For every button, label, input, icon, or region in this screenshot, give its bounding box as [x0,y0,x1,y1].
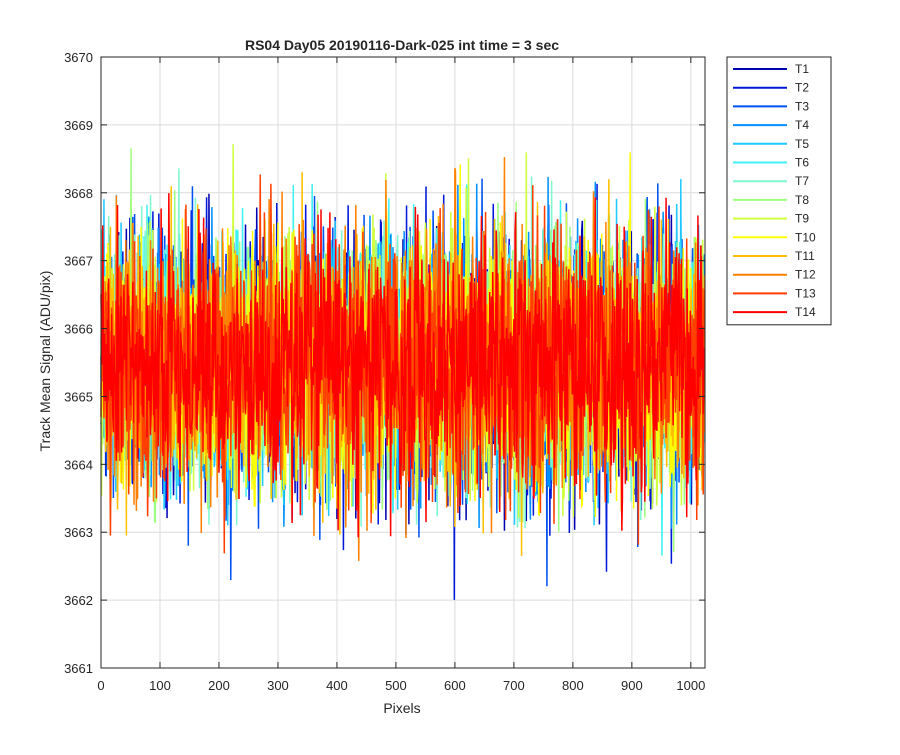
x-tick-label: 100 [149,678,171,693]
x-tick-label: 1000 [676,678,705,693]
axis-ticks: 0 100 200 300 400 500 600 700 800 900 1000 3661 3662… [64,50,705,693]
x-tick-label: 600 [444,678,466,693]
legend-label-t4: T4 [795,118,809,132]
legend-label-t6: T6 [795,156,809,170]
legend: T1 T2 T3 T4 T5 T6 T7 T8 T9 T10 T11 T12 T13 T14 [726,56,832,326]
axes-box [100,56,706,669]
legend-label-t3: T3 [795,99,809,113]
y-tick-label: 3666 [64,322,93,337]
y-tick-label: 3667 [64,254,93,269]
y-tick-label: 3668 [64,186,93,201]
legend-label-t1: T1 [795,62,809,76]
legend-label-t2: T2 [795,81,809,95]
y-tick-label: 3669 [64,118,93,133]
x-axis-label: Pixels [383,700,420,716]
legend-label-t13: T13 [795,286,816,300]
x-tick-label: 700 [503,678,525,693]
x-tick-label: 900 [621,678,643,693]
series-line-t14 [100,193,706,538]
x-tick-label: 500 [385,678,407,693]
x-tick-label: 200 [208,678,230,693]
x-tick-label: 800 [562,678,584,693]
x-tick-label: 300 [267,678,289,693]
legend-label-t11: T11 [795,249,815,263]
legend-box [726,56,832,326]
y-axis-label: Track Mean Signal (ADU/pix) [37,271,53,452]
x-tick-label: 400 [326,678,348,693]
legend-label-t10: T10 [795,230,816,244]
y-tick-label: 3662 [64,593,93,608]
chart-title: RS04 Day05 20190116-Dark-025 int time = … [245,37,559,53]
plot-area [100,144,706,600]
y-tick-label: 3670 [64,50,93,65]
y-tick-label: 3665 [64,389,93,404]
legend-label-t8: T8 [795,193,809,207]
legend-label-t14: T14 [795,305,816,319]
y-tick-label: 3664 [64,457,93,472]
legend-label-t12: T12 [795,268,816,282]
legend-label-t7: T7 [795,174,809,188]
y-tick-label: 3661 [64,661,93,676]
y-tick-label: 3663 [64,525,93,540]
x-tick-label: 0 [97,678,104,693]
legend-label-t5: T5 [795,137,809,151]
legend-label-t9: T9 [795,212,809,226]
